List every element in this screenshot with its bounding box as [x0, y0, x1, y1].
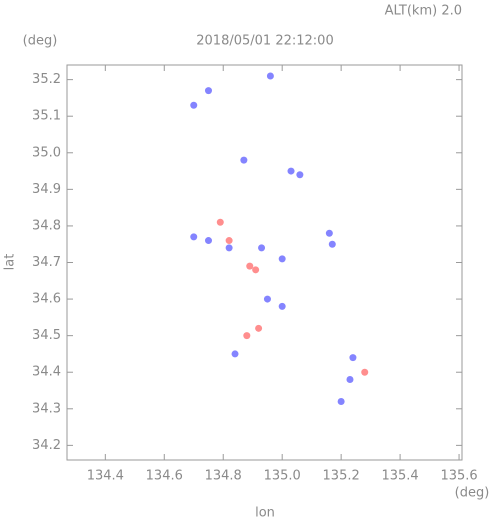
- echo-point: [216, 218, 224, 226]
- y-tick-label: 34.9: [32, 182, 61, 197]
- echo-point: [225, 237, 233, 245]
- echo-point: [266, 72, 274, 80]
- x-tick-label: 134.8: [205, 469, 242, 484]
- echo-point: [204, 237, 212, 245]
- echo-point: [225, 244, 233, 252]
- y-axis-label: lat: [3, 254, 18, 271]
- echo-point: [287, 167, 295, 175]
- y-tick-label: 34.2: [32, 438, 61, 453]
- echo-point: [252, 266, 260, 274]
- echo-point: [263, 295, 271, 303]
- y-tick-label: 35.1: [32, 109, 61, 124]
- altitude-label: ALT(km) 2.0: [385, 4, 462, 19]
- x-tick-label: 135.4: [381, 469, 418, 484]
- echo-point: [328, 240, 336, 248]
- echo-point: [278, 255, 286, 263]
- x-tick-label: 135.6: [440, 469, 477, 484]
- echo-point: [296, 171, 304, 179]
- echo-point: [361, 368, 369, 376]
- y-tick-label: 34.4: [32, 365, 61, 380]
- chart-title: 2018/05/01 22:12:00: [196, 34, 333, 49]
- echo-point: [258, 244, 266, 252]
- y-tick-label: 34.6: [32, 292, 61, 307]
- y-tick-label: 34.8: [32, 218, 61, 233]
- echo-point: [243, 332, 251, 340]
- echo-point: [337, 397, 345, 405]
- x-tick-label: 134.4: [87, 469, 124, 484]
- y-tick-label: 34.7: [32, 255, 61, 270]
- y-unit: (deg): [23, 34, 58, 49]
- echo-point: [190, 233, 198, 241]
- y-tick-label: 35.0: [32, 145, 61, 160]
- echo-point: [246, 262, 254, 270]
- echo-point: [204, 87, 212, 95]
- x-tick-label: 135.2: [323, 469, 360, 484]
- echo-point: [240, 156, 248, 164]
- echo-point: [190, 101, 198, 109]
- y-tick-label: 34.5: [32, 328, 61, 343]
- echo-point: [231, 350, 239, 358]
- echo-point: [255, 324, 263, 332]
- plot-frame: [66, 64, 463, 461]
- echo-point: [278, 302, 286, 310]
- echo-point: [346, 376, 354, 384]
- x-axis-label: lon: [255, 506, 275, 521]
- x-tick-label: 135.0: [264, 469, 301, 484]
- y-tick-label: 34.3: [32, 401, 61, 416]
- y-tick-label: 35.2: [32, 72, 61, 87]
- echo-point: [325, 229, 333, 237]
- x-unit: (deg): [455, 486, 490, 501]
- x-tick-label: 134.6: [146, 469, 183, 484]
- echo-point: [349, 354, 357, 362]
